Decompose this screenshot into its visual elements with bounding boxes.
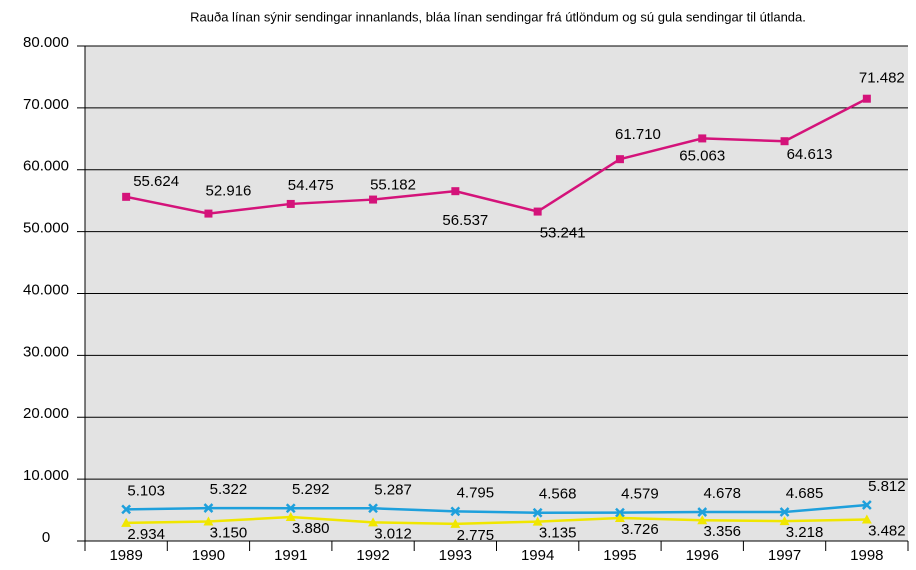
marker	[368, 503, 378, 514]
data-label: 61.710	[615, 126, 661, 143]
marker	[285, 511, 296, 521]
data-label: 3.012	[374, 525, 412, 542]
series-line	[125, 97, 868, 215]
data-label: 3.880	[292, 520, 330, 537]
marker	[450, 518, 461, 528]
series-line	[126, 503, 867, 514]
marker	[532, 507, 543, 518]
marker	[122, 192, 131, 201]
data-label: 55.624	[133, 173, 179, 190]
data-label: 56.537	[442, 212, 488, 229]
data-label: 54.475	[288, 177, 334, 194]
data-label: 5.812	[868, 478, 906, 495]
y-tick-label: 40.000	[23, 281, 69, 298]
y-tick-label: 10.000	[23, 467, 69, 484]
x-tick-label: 1996	[686, 547, 719, 564]
x-tick-label: 1991	[274, 547, 307, 564]
data-label: 3.150	[210, 524, 248, 541]
x-tick-label: 1995	[603, 547, 636, 564]
marker	[121, 517, 132, 527]
marker	[779, 507, 790, 517]
y-tick-label: 30.000	[23, 343, 69, 360]
data-label: 4.579	[621, 486, 659, 503]
y-tick-label: 20.000	[23, 405, 69, 422]
y-tick-label: 60.000	[23, 158, 69, 175]
marker	[614, 512, 625, 522]
data-label: 3.135	[539, 525, 577, 542]
y-tick-label: 70.000	[23, 96, 69, 113]
data-label: 64.613	[787, 146, 833, 163]
x-tick-label: 1989	[109, 547, 142, 564]
x-tick-label: 1994	[521, 547, 554, 564]
marker	[450, 506, 461, 517]
data-label: 3.726	[621, 521, 659, 538]
data-label: 52.916	[206, 183, 252, 200]
x-tick-label: 1997	[768, 547, 801, 564]
data-label: 55.182	[370, 177, 416, 194]
data-label: 2.934	[127, 526, 165, 543]
y-tick-label: 0	[42, 529, 50, 546]
chart-title: Rauða línan sýnir sendingar innanlands, …	[190, 9, 806, 24]
data-label: 3.218	[786, 524, 824, 541]
marker	[861, 514, 872, 524]
marker	[780, 137, 789, 146]
marker	[532, 516, 543, 526]
marker	[698, 134, 707, 143]
marker	[203, 516, 214, 526]
data-label: 71.482	[859, 70, 905, 87]
data-label: 5.322	[210, 481, 248, 498]
x-tick-label: 1990	[192, 547, 225, 564]
data-label: 3.482	[868, 522, 906, 539]
x-tick-label: 1993	[439, 547, 472, 564]
marker	[861, 500, 872, 510]
series-line	[126, 515, 867, 526]
y-tick-label: 80.000	[23, 34, 69, 51]
data-label: 4.678	[703, 485, 741, 502]
data-label: 2.775	[457, 527, 495, 544]
data-label: 53.241	[540, 225, 586, 242]
marker	[862, 94, 871, 103]
marker	[121, 504, 132, 515]
marker	[615, 155, 624, 164]
data-label: 5.292	[292, 481, 330, 498]
marker	[204, 209, 213, 218]
marker	[779, 516, 790, 526]
marker	[697, 507, 708, 517]
data-label: 5.103	[127, 482, 165, 499]
marker	[615, 507, 625, 518]
marker	[286, 199, 295, 208]
y-tick-label: 50.000	[23, 220, 69, 237]
data-label: 4.568	[539, 486, 577, 503]
marker	[533, 207, 542, 216]
marker	[451, 187, 460, 196]
marker	[368, 517, 379, 527]
marker	[203, 503, 214, 513]
x-tick-label: 1992	[356, 547, 389, 564]
x-tick-label: 1998	[850, 547, 883, 564]
data-label: 5.287	[374, 481, 412, 498]
data-label: 3.356	[703, 523, 741, 540]
marker	[369, 195, 378, 204]
data-label: 65.063	[679, 147, 725, 164]
marker	[697, 515, 708, 525]
marker	[285, 503, 296, 514]
data-label: 4.685	[786, 485, 824, 502]
data-label: 4.795	[457, 484, 495, 501]
